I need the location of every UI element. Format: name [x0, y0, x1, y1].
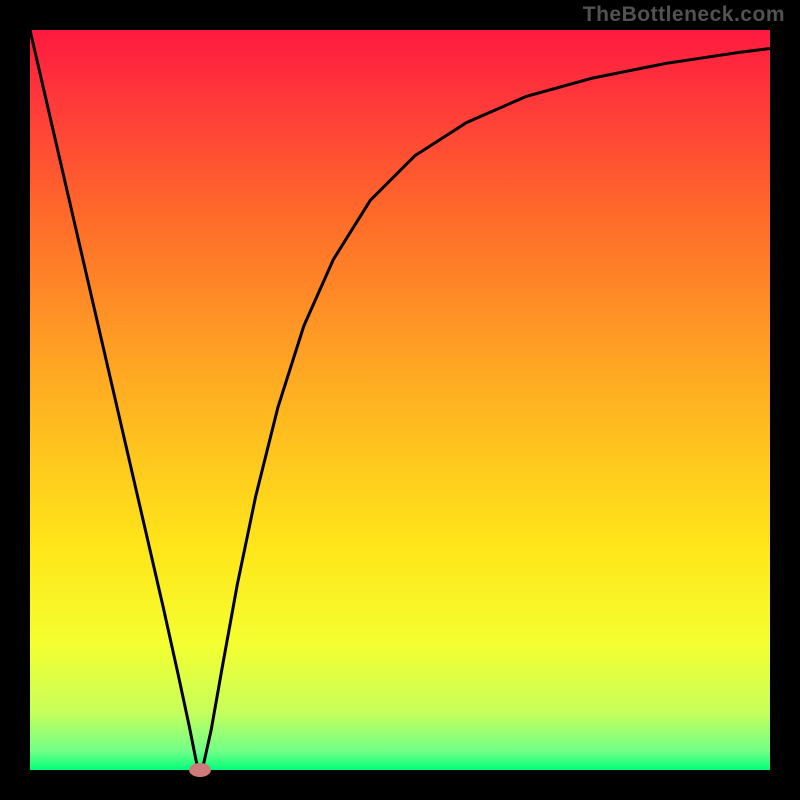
- plot-gradient-area: [30, 30, 770, 770]
- chart-container: TheBottleneck.com: [0, 0, 800, 800]
